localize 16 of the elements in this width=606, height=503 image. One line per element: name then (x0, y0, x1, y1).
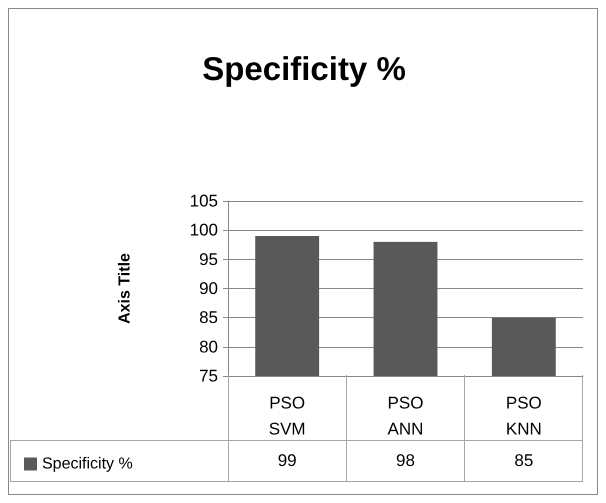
x-tick-label: PSO ANN (388, 394, 424, 438)
y-tick-label: 105 (190, 192, 218, 210)
y-tick-label: 85 (199, 308, 218, 328)
y-tick-label: 100 (190, 220, 218, 240)
data-label: 99 (228, 440, 346, 482)
y-tick-label: 90 (199, 279, 218, 298)
data-label: 85 (464, 440, 583, 482)
y-tick-label: 95 (199, 250, 218, 269)
data-label: 98 (346, 440, 465, 482)
y-tick-label: 75 (199, 366, 218, 386)
x-tick-label: PSO KNN (506, 394, 542, 438)
x-tick-label: PSO SVM (268, 394, 306, 438)
chart-title: Specificity % (202, 50, 406, 87)
y-tick-label: 80 (199, 337, 218, 356)
legend-label: Specificity % (42, 456, 133, 472)
y-axis-title: Axis Title (116, 252, 134, 324)
